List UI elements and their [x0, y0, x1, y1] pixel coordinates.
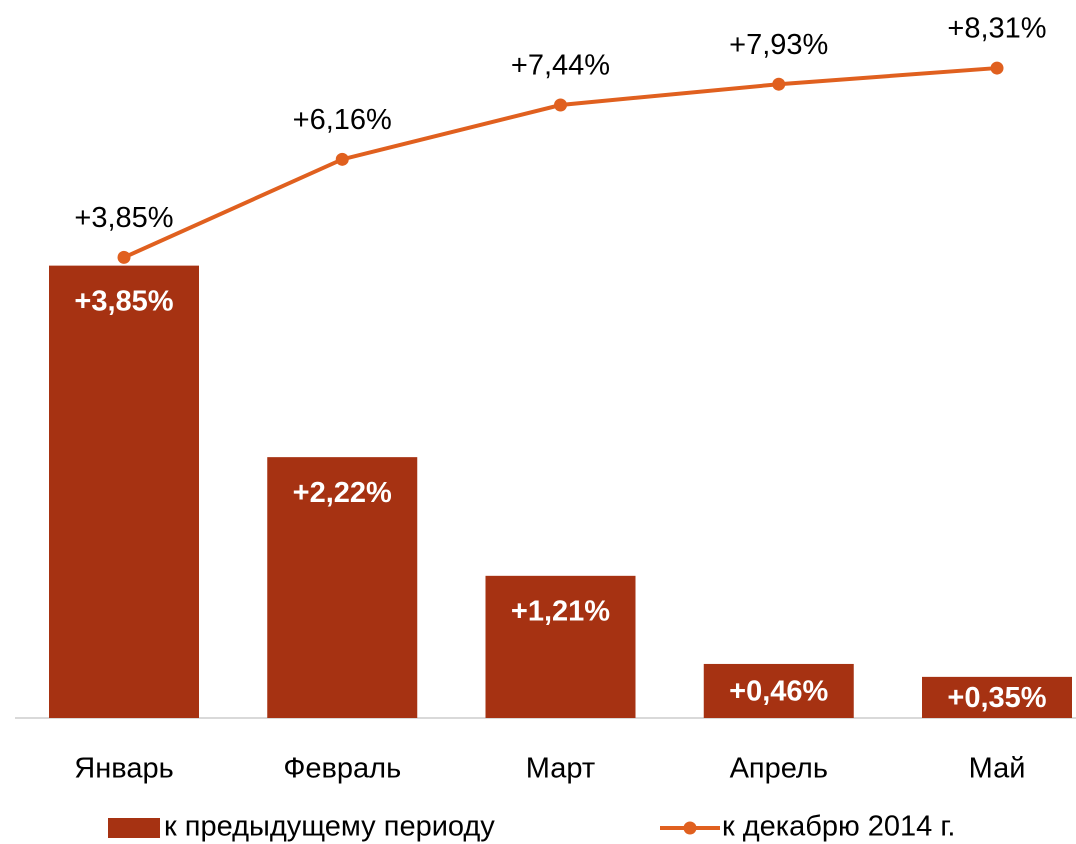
line-value-label: +7,93% [729, 29, 828, 61]
x-tick-label: Май [969, 753, 1026, 785]
line-series [123, 66, 998, 260]
x-tick-label: Март [526, 753, 595, 785]
bar [703, 663, 854, 718]
bar [922, 676, 1072, 718]
bar [267, 457, 418, 718]
legend-swatch-dot [683, 821, 697, 835]
line-point [772, 77, 786, 91]
line-point [554, 98, 567, 112]
bar-value-label: +0,35% [947, 682, 1046, 714]
legend-label: к предыдущему периоду [164, 811, 495, 843]
line-point [990, 61, 1004, 75]
x-tick-label: Апрель [730, 753, 828, 785]
line-value-label: +7,44% [511, 50, 610, 82]
legend-label: к декабрю 2014 г. [722, 811, 955, 843]
legend-swatch [108, 818, 160, 838]
line-value-label: +8,31% [947, 13, 1046, 45]
bar-value-label: +0,46% [729, 676, 828, 708]
bar [485, 575, 636, 718]
line-value-label: +6,16% [293, 104, 392, 136]
line-value-label: +3,85% [74, 202, 173, 234]
line-point [117, 250, 131, 264]
x-tick-label: Февраль [283, 753, 401, 785]
line-point [335, 152, 349, 166]
bar-value-label: +3,85% [74, 285, 173, 317]
bar-value-label: +1,21% [511, 595, 610, 627]
x-tick-label: Январь [74, 753, 173, 785]
bar-value-label: +2,22% [293, 477, 392, 509]
bar [49, 265, 199, 718]
